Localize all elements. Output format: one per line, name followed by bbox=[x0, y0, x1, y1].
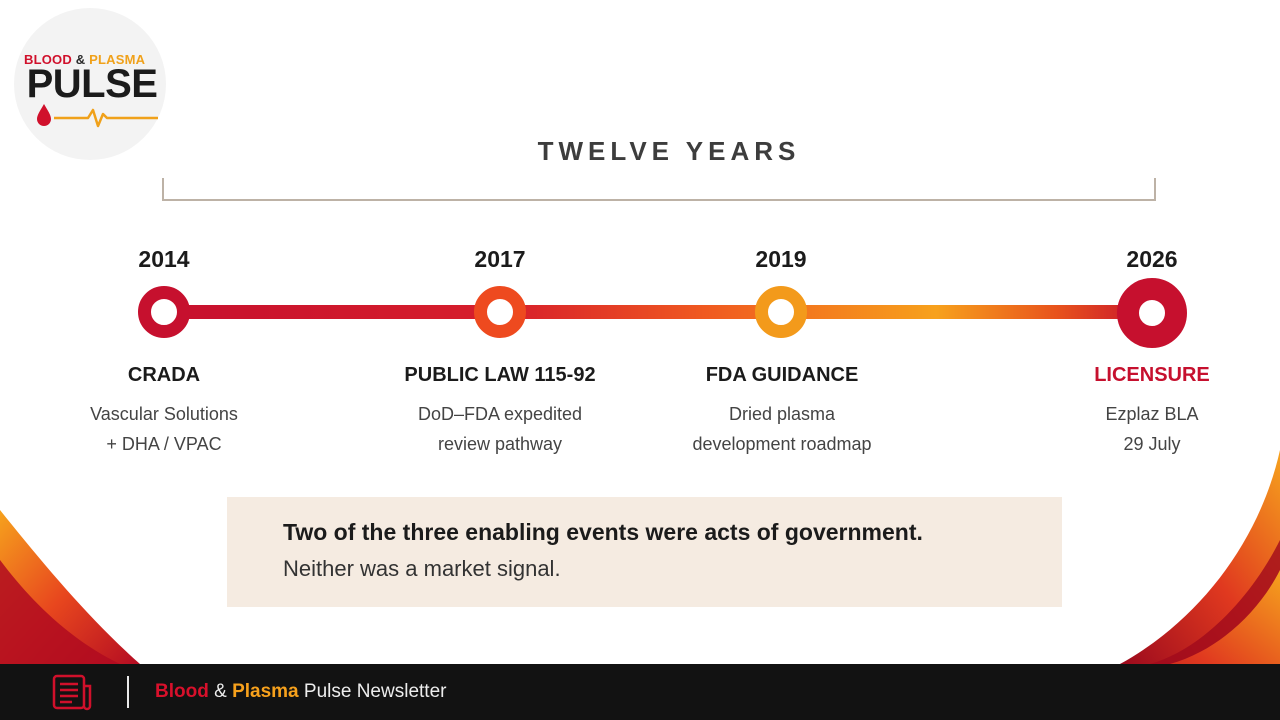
event-title: PUBLIC LAW 115-92 bbox=[404, 364, 596, 386]
timeline-year: 2017 bbox=[474, 246, 526, 272]
timeline-node bbox=[474, 286, 526, 338]
event-title: FDA GUIDANCE bbox=[705, 364, 859, 386]
logo-tagline: BLOOD & PLASMA bbox=[24, 52, 164, 67]
event-description: Dried plasma development roadmap bbox=[652, 399, 912, 459]
event-description-line: Ezplaz BLA bbox=[1105, 404, 1199, 424]
event-description-line: + DHA / VPAC bbox=[106, 434, 222, 454]
timeline-event: FDA GUIDANCE Dried plasma development ro… bbox=[652, 363, 912, 459]
key-insight-callout: Two of the three enabling events were ac… bbox=[227, 497, 1062, 607]
callout-headline: Two of the three enabling events were ac… bbox=[283, 519, 923, 545]
footer-bar: Blood & Plasma Pulse Newsletter bbox=[0, 664, 1280, 720]
brand-logo: BLOOD & PLASMA PULSE bbox=[14, 8, 166, 160]
timeline-track bbox=[160, 305, 1155, 319]
footer-publication-name: Blood & Plasma Pulse Newsletter bbox=[155, 681, 446, 703]
footer-word-blood: Blood bbox=[155, 681, 209, 702]
timeline-event: PUBLIC LAW 115-92 DoD–FDA expedited revi… bbox=[370, 363, 630, 459]
blood-drop-icon bbox=[37, 104, 51, 126]
event-title: LICENSURE bbox=[1094, 364, 1210, 386]
footer-ampersand: & bbox=[214, 681, 227, 702]
newsletter-document-icon bbox=[52, 674, 92, 711]
event-description-line: development roadmap bbox=[692, 434, 872, 454]
footer-word-plasma: Plasma bbox=[232, 681, 299, 702]
event-description: Vascular Solutions + DHA / VPAC bbox=[34, 399, 294, 459]
logo-wordmark: PULSE bbox=[26, 62, 158, 106]
timeline-year: 2019 bbox=[755, 246, 807, 272]
span-bracket bbox=[162, 178, 1156, 201]
timeline-event: CRADA Vascular Solutions + DHA / VPAC bbox=[34, 363, 294, 459]
event-description: Ezplaz BLA 29 July bbox=[1022, 399, 1280, 459]
callout-subtext: Neither was a market signal. bbox=[283, 556, 561, 581]
timeline-year: 2014 bbox=[138, 246, 190, 272]
event-description-line: Vascular Solutions bbox=[90, 404, 238, 424]
logo-ampersand: & bbox=[75, 52, 86, 67]
logo-word-plasma: PLASMA bbox=[89, 52, 146, 67]
event-description-line: Dried plasma bbox=[728, 404, 836, 424]
event-title: CRADA bbox=[127, 364, 201, 386]
timeline-node-final bbox=[1117, 278, 1187, 348]
span-title: TWELVE YEARS bbox=[537, 136, 801, 166]
heartbeat-line-icon bbox=[54, 108, 158, 128]
timeline-event: LICENSURE Ezplaz BLA 29 July bbox=[1022, 363, 1280, 459]
event-description-line: review pathway bbox=[437, 434, 563, 454]
timeline-node bbox=[138, 286, 190, 338]
timeline-year: 2026 bbox=[1126, 246, 1178, 272]
footer-divider bbox=[127, 676, 129, 708]
footer-rest: Pulse Newsletter bbox=[303, 681, 447, 702]
logo-mark bbox=[37, 104, 158, 128]
event-description-line: 29 July bbox=[1123, 434, 1181, 454]
event-description-line: DoD–FDA expedited bbox=[417, 404, 583, 424]
timeline-node bbox=[755, 286, 807, 338]
event-description: DoD–FDA expedited review pathway bbox=[370, 399, 630, 459]
logo-word-blood: BLOOD bbox=[24, 52, 72, 67]
